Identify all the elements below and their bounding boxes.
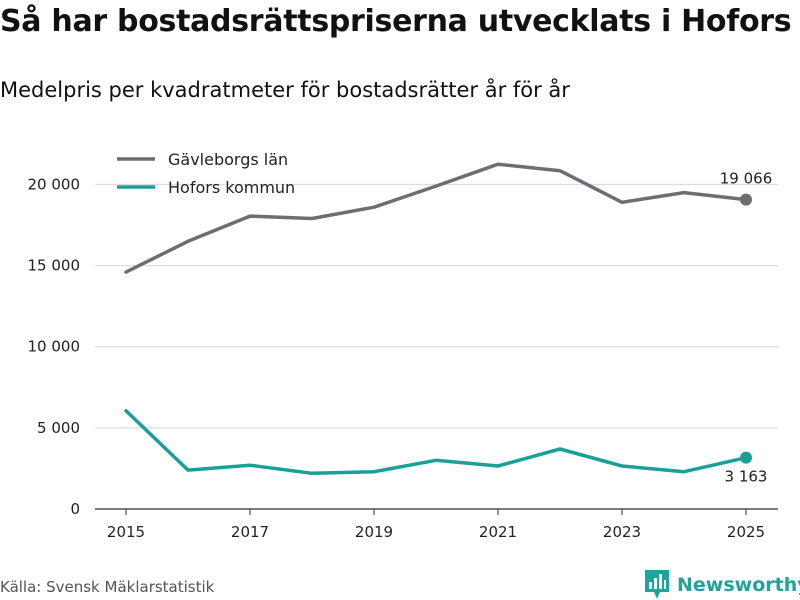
line-chart: 0 5 000 10 000 15 000 20 000 2015 2017 2019 2021… xyxy=(28,150,778,541)
end-point-hofors xyxy=(740,451,752,464)
y-tick-label: 15 000 xyxy=(28,257,81,275)
end-label-hofors: 3 163 xyxy=(725,468,768,486)
chart-subtitle: Medelpris per kvadratmeter för bostadsrä… xyxy=(0,78,570,102)
chart-title: Så har bostadsrättspriserna utvecklats i… xyxy=(0,4,792,39)
x-tick-label: 2017 xyxy=(231,523,269,541)
brand-name: Newsworthy xyxy=(677,574,800,596)
legend: Gävleborgs län Hofors kommun xyxy=(117,150,295,197)
newsworthy-logo-icon xyxy=(645,570,669,599)
gridlines xyxy=(95,183,778,429)
end-point-gavleborg xyxy=(740,193,752,206)
x-tick-label: 2019 xyxy=(355,523,393,541)
y-tick-label: 0 xyxy=(70,500,80,518)
series: 19 066 3 163 xyxy=(124,162,773,486)
legend-label-gavleborg: Gävleborgs län xyxy=(168,150,288,169)
brand-logo[interactable]: Newsworthy xyxy=(645,570,800,600)
series-line-gavleborg xyxy=(124,162,748,274)
x-tick-label: 2015 xyxy=(107,523,145,541)
x-tick-label: 2025 xyxy=(727,523,765,541)
y-tick-label: 10 000 xyxy=(28,338,81,356)
x-tick-label: 2021 xyxy=(479,523,517,541)
x-tick-label: 2023 xyxy=(603,523,641,541)
legend-label-hofors: Hofors kommun xyxy=(168,178,295,197)
y-tick-label: 5 000 xyxy=(37,419,80,437)
y-tick-label: 20 000 xyxy=(28,175,81,193)
end-label-gavleborg: 19 066 xyxy=(720,170,773,188)
source-note: Källa: Svensk Mäklarstatistik xyxy=(0,578,215,596)
axes: 0 5 000 10 000 15 000 20 000 2015 2017 2019 2021… xyxy=(28,175,778,541)
series-line-hofors xyxy=(124,409,748,476)
